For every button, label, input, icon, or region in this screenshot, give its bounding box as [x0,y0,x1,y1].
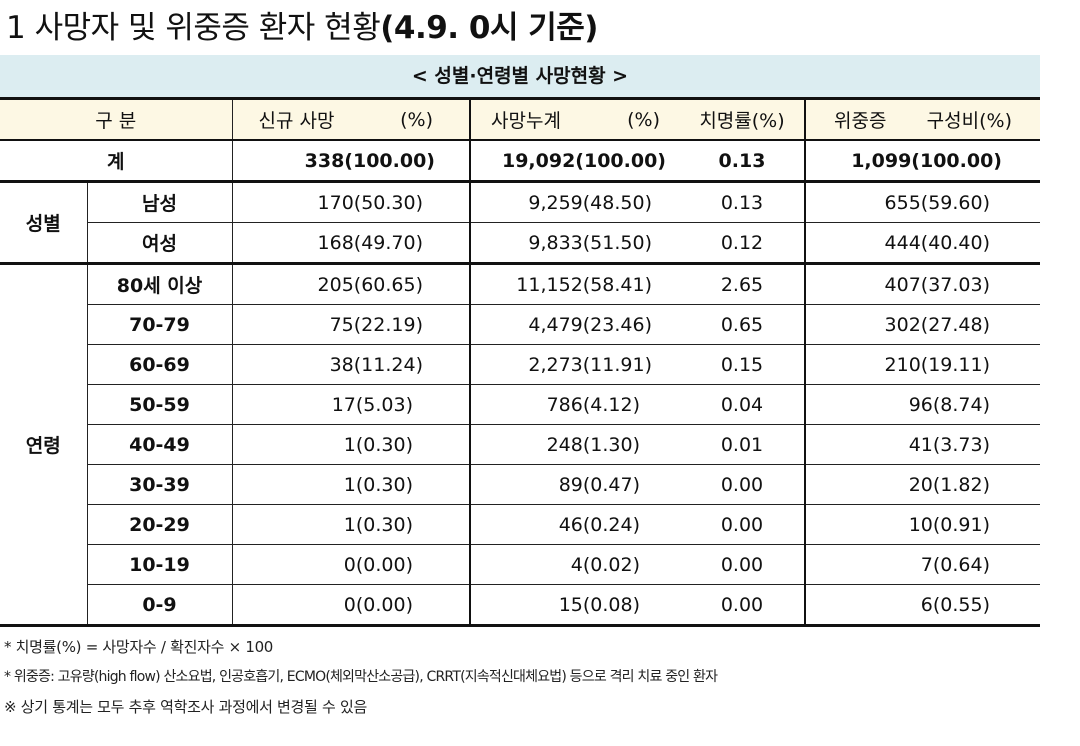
row-cfr: 0.00 [680,504,805,545]
row-label: 60-69 [86,344,232,385]
row-label: 남성 [86,181,232,223]
row-cfr: 0.65 [680,304,805,345]
header-severe-label: 위중증 [834,110,887,132]
row-severe: 6(0.55) [804,584,1040,627]
row-label: 80세 이상 [86,263,232,305]
row-cfr: 0.00 [680,464,805,505]
table-row: 30-39 1(0.30) 89(0.47) 0.00 20(1.82) [0,464,1040,505]
row-severe: 10(0.91) [804,504,1040,545]
row-new: 0(0.00) [231,584,470,627]
total-label: 계 [0,140,232,183]
footnote-fatality: * 치명률(%) = 사망자수 / 확진자수 × 100 [4,638,274,656]
row-cum: 2,273(11.91) [469,344,680,385]
table-row: 20-29 1(0.30) 46(0.24) 0.00 10(0.91) [0,504,1040,545]
row-cfr: 0.13 [680,181,805,223]
row-severe: 41(3.73) [804,424,1040,465]
header-severe-pct: 구성비(%) [926,110,1012,132]
table-row: 60-69 38(11.24) 2,273(11.91) 0.15 210(19… [0,344,1040,385]
row-severe: 7(0.64) [804,544,1040,585]
table-row: 40-49 1(0.30) 248(1.30) 0.01 41(3.73) [0,424,1040,465]
row-cfr: 0.00 [680,544,805,585]
row-label: 50-59 [86,384,232,425]
header-fatality: 치명률(%) [680,97,805,141]
group-gender: 성별 [0,181,87,265]
table-row: 70-79 75(22.19) 4,479(23.46) 0.65 302(27… [0,304,1040,345]
row-label: 여성 [86,222,232,265]
header-new-pct: (%) [400,108,433,131]
table-row: 성별 남성 170(50.30) 9,259(48.50) 0.13 655(5… [0,181,1040,265]
row-cfr: 2.65 [680,263,805,305]
row-cum: 4,479(23.46) [469,304,680,345]
row-severe: 444(40.40) [804,222,1040,265]
table-row: 50-59 17(5.03) 786(4.12) 0.04 96(8.74) [0,384,1040,425]
header-cum-label: 사망누계 [491,110,561,132]
row-cfr: 0.15 [680,344,805,385]
row-label: 10-19 [86,544,232,585]
row-new: 1(0.30) [231,464,470,505]
row-new: 168(49.70) [231,222,470,265]
row-new: 75(22.19) [231,304,470,345]
row-severe: 407(37.03) [804,263,1040,305]
table-row: 0-9 0(0.00) 15(0.08) 0.00 6(0.55) [0,584,1040,627]
row-cfr: 0.01 [680,424,805,465]
row-cum: 4(0.02) [469,544,680,585]
total-severe: 1,099(100.00) [804,140,1040,183]
row-cum: 9,259(48.50) [469,181,680,223]
table-row: 연령 80세 이상 205(60.65) 11,152(58.41) 2.65 … [0,263,1040,627]
deaths-table: 구 분 신규 사망 (%) 사망누계 (%) 치명률(%) 위중증 구성비(%) 계 … [0,97,1040,627]
footnote-disclaimer: ※ 상기 통계는 모두 추후 역학조사 과정에서 변경될 수 있음 [4,698,367,716]
header-cum-pct: (%) [627,108,660,131]
row-severe: 20(1.82) [804,464,1040,505]
row-cfr: 0.12 [680,222,805,265]
title-prefix: 1 사망자 및 위중증 환자 현황 [6,10,381,46]
total-row: 계 338(100.00) 19,092(100.00) 0.13 1,099(… [0,140,1040,183]
row-severe: 655(59.60) [804,181,1040,223]
table-row: 여성 168(49.70) 9,833(51.50) 0.12 444(40.4… [0,222,1040,265]
header-row: 구 분 신규 사망 (%) 사망누계 (%) 치명률(%) 위중증 구성비(%) [0,97,1040,141]
row-label: 0-9 [86,584,232,627]
row-severe: 96(8.74) [804,384,1040,425]
row-cum: 11,152(58.41) [469,263,680,305]
header-new-label: 신규 사망 [258,110,335,132]
table-subtitle: < 성별·연령별 사망현황 > [0,55,1040,97]
total-cum: 19,092(100.00) [469,140,680,183]
header-new-deaths: 신규 사망 (%) [231,97,470,141]
page-title: 1 사망자 및 위중증 환자 현황(4.9. 0시 기준) [6,4,598,52]
row-cum: 248(1.30) [469,424,680,465]
row-new: 0(0.00) [231,544,470,585]
footnotes: * 치명률(%) = 사망자수 / 확진자수 × 100 * 위중증: 고유량(… [4,632,1074,722]
row-new: 38(11.24) [231,344,470,385]
row-severe: 210(19.11) [804,344,1040,385]
title-date: (4.9. 0시 기준) [380,10,598,46]
row-cum: 786(4.12) [469,384,680,425]
row-cum: 9,833(51.50) [469,222,680,265]
row-new: 17(5.03) [231,384,470,425]
row-cum: 46(0.24) [469,504,680,545]
row-label: 20-29 [86,504,232,545]
header-category: 구 분 [0,97,232,141]
row-label: 40-49 [86,424,232,465]
row-new: 170(50.30) [231,181,470,223]
row-cum: 89(0.47) [469,464,680,505]
footnote-severe-definition: * 위중증: 고유량(high flow) 산소요법, 인공호흡기, ECMO(… [4,669,718,685]
row-label: 30-39 [86,464,232,505]
header-severe: 위중증 구성비(%) [804,97,1040,141]
row-cfr: 0.00 [680,584,805,627]
row-label: 70-79 [86,304,232,345]
group-age: 연령 [0,263,87,627]
row-new: 205(60.65) [231,263,470,305]
row-new: 1(0.30) [231,504,470,545]
row-severe: 302(27.48) [804,304,1040,345]
header-cum-deaths: 사망누계 (%) [469,97,680,141]
table-row: 10-19 0(0.00) 4(0.02) 0.00 7(0.64) [0,544,1040,585]
row-cum: 15(0.08) [469,584,680,627]
total-cfr: 0.13 [680,140,805,183]
row-cfr: 0.04 [680,384,805,425]
total-new: 338(100.00) [231,140,470,183]
row-new: 1(0.30) [231,424,470,465]
